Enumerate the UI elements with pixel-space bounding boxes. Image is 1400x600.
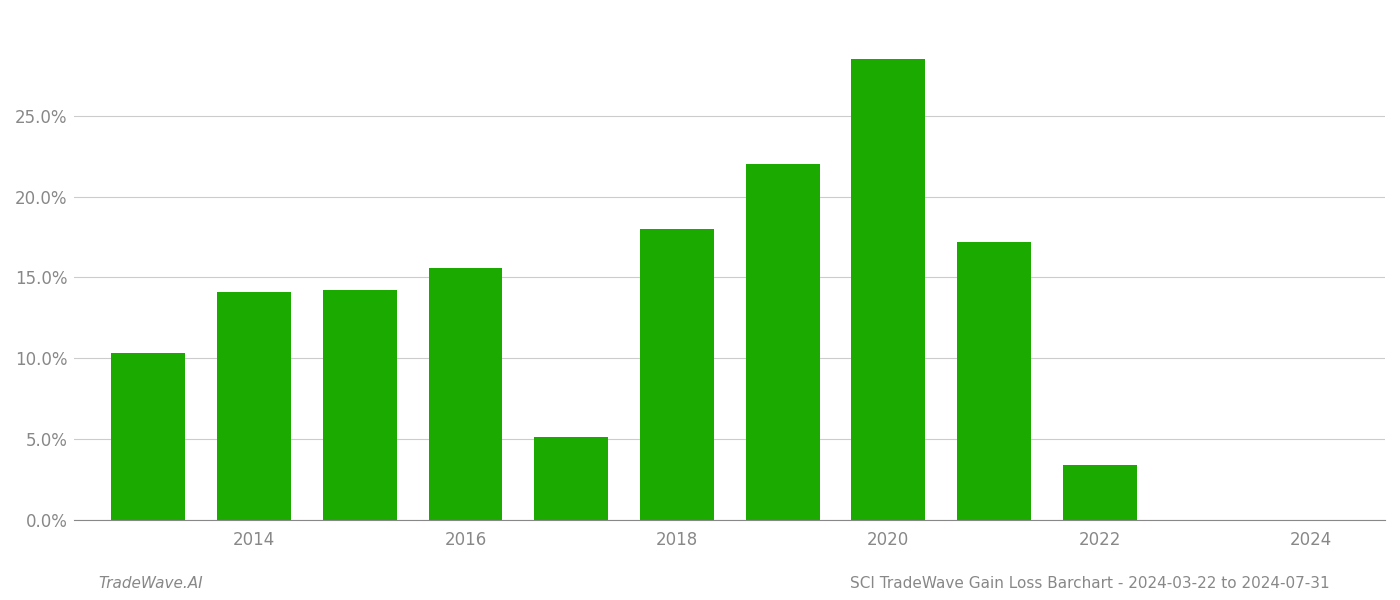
- Bar: [1063, 465, 1137, 520]
- Bar: [958, 242, 1030, 520]
- Bar: [746, 164, 819, 520]
- Bar: [640, 229, 714, 520]
- Bar: [535, 437, 608, 520]
- Bar: [323, 290, 396, 520]
- Text: SCI TradeWave Gain Loss Barchart - 2024-03-22 to 2024-07-31: SCI TradeWave Gain Loss Barchart - 2024-…: [850, 576, 1330, 591]
- Bar: [428, 268, 503, 520]
- Bar: [851, 59, 925, 520]
- Text: TradeWave.AI: TradeWave.AI: [98, 576, 203, 591]
- Bar: [217, 292, 291, 520]
- Bar: [112, 353, 185, 520]
